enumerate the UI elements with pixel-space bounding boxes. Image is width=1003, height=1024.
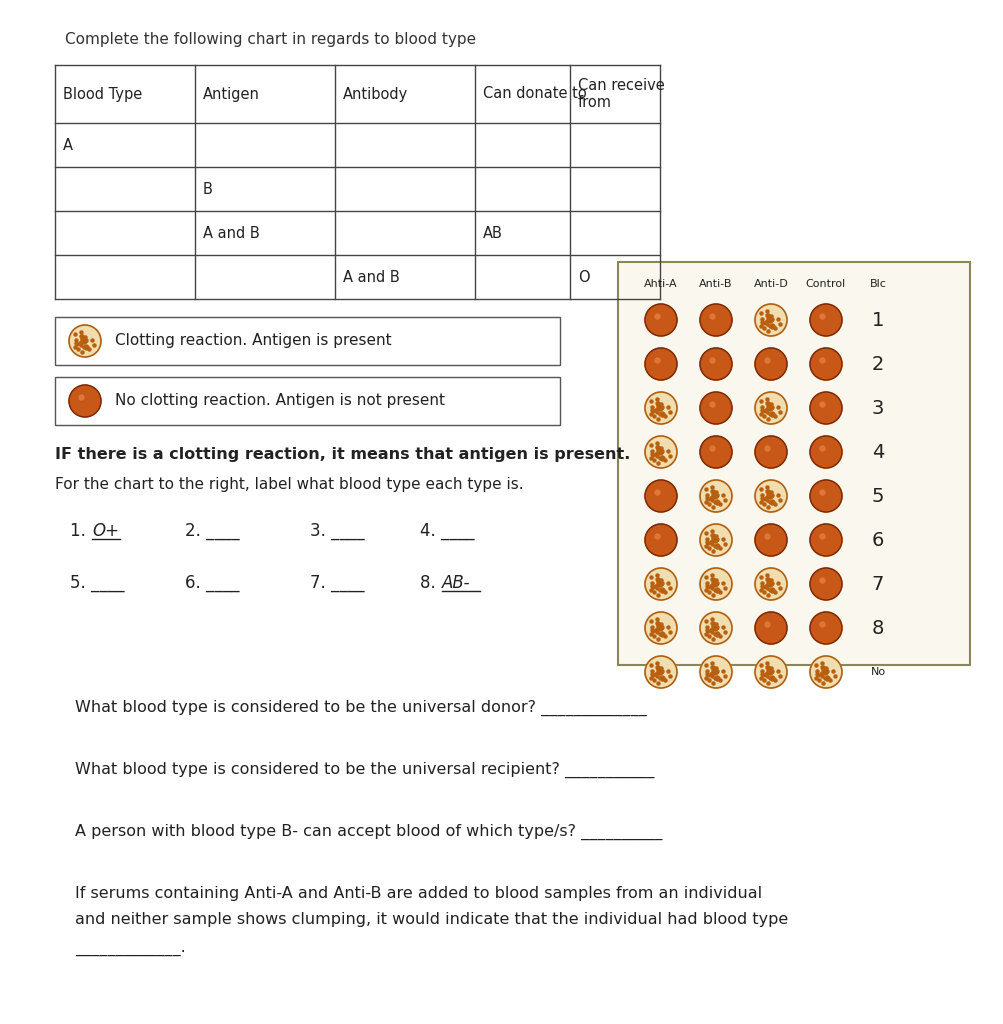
Text: 5. ____: 5. ____: [70, 574, 124, 592]
Text: 8.: 8.: [419, 574, 440, 592]
Circle shape: [69, 385, 101, 417]
Text: IF there is a clotting reaction, it means that antigen is present.: IF there is a clotting reaction, it mean…: [55, 447, 630, 462]
Circle shape: [809, 656, 842, 688]
Circle shape: [644, 568, 676, 600]
Text: 4: 4: [871, 442, 884, 462]
Text: Ahti-A: Ahti-A: [644, 279, 677, 289]
Circle shape: [699, 348, 731, 380]
Text: A: A: [63, 137, 73, 153]
Circle shape: [809, 568, 842, 600]
Bar: [618, 262, 969, 665]
Text: What blood type is considered to be the universal recipient? ___________: What blood type is considered to be the …: [75, 762, 654, 778]
Text: O: O: [578, 269, 589, 285]
Text: Blood Type: Blood Type: [63, 86, 142, 101]
Circle shape: [809, 348, 842, 380]
Text: _____________.: _____________.: [75, 942, 186, 957]
Circle shape: [809, 436, 842, 468]
Circle shape: [809, 304, 842, 336]
Text: A and B: A and B: [203, 225, 260, 241]
Circle shape: [754, 568, 786, 600]
Text: 6. ____: 6. ____: [185, 574, 240, 592]
Text: 1: 1: [871, 310, 884, 330]
Circle shape: [754, 392, 786, 424]
Circle shape: [644, 304, 676, 336]
Text: 2. ____: 2. ____: [185, 522, 240, 540]
Text: 8: 8: [871, 618, 884, 638]
Text: Can receive
from: Can receive from: [578, 78, 664, 111]
Text: Anti-D: Anti-D: [753, 279, 787, 289]
Circle shape: [644, 612, 676, 644]
Circle shape: [809, 524, 842, 556]
Text: 2: 2: [871, 354, 884, 374]
Circle shape: [644, 436, 676, 468]
Circle shape: [699, 612, 731, 644]
Circle shape: [754, 612, 786, 644]
Text: O+: O+: [92, 522, 119, 540]
Text: For the chart to the right, label what blood type each type is.: For the chart to the right, label what b…: [55, 477, 524, 492]
Circle shape: [754, 436, 786, 468]
Circle shape: [699, 480, 731, 512]
Text: Complete the following chart in regards to blood type: Complete the following chart in regards …: [65, 32, 475, 47]
Text: 6: 6: [871, 530, 884, 550]
Text: Clotting reaction. Antigen is present: Clotting reaction. Antigen is present: [115, 334, 391, 348]
Text: A and B: A and B: [343, 269, 399, 285]
Circle shape: [699, 524, 731, 556]
Text: 5: 5: [871, 486, 884, 506]
Circle shape: [699, 436, 731, 468]
Circle shape: [809, 392, 842, 424]
Text: AB: AB: [482, 225, 503, 241]
Text: Blc: Blc: [869, 279, 886, 289]
Circle shape: [754, 656, 786, 688]
Text: A person with blood type B- can accept blood of which type/s? __________: A person with blood type B- can accept b…: [75, 824, 662, 841]
Text: B: B: [203, 181, 213, 197]
Text: No clotting reaction. Antigen is not present: No clotting reaction. Antigen is not pre…: [115, 393, 444, 409]
Text: 7: 7: [871, 574, 884, 594]
Circle shape: [754, 480, 786, 512]
Text: Antibody: Antibody: [343, 86, 408, 101]
Circle shape: [754, 348, 786, 380]
Circle shape: [644, 480, 676, 512]
Text: 3: 3: [871, 398, 884, 418]
Text: If serums containing Anti-A and Anti-B are added to blood samples from an indivi: If serums containing Anti-A and Anti-B a…: [75, 886, 761, 901]
Text: Control: Control: [805, 279, 846, 289]
Text: Antigen: Antigen: [203, 86, 260, 101]
Text: Anti-B: Anti-B: [698, 279, 732, 289]
Circle shape: [699, 568, 731, 600]
Text: What blood type is considered to be the universal donor? _____________: What blood type is considered to be the …: [75, 700, 646, 716]
Text: No: No: [870, 667, 885, 677]
Circle shape: [809, 612, 842, 644]
Text: 3. ____: 3. ____: [310, 522, 364, 540]
Circle shape: [699, 392, 731, 424]
Circle shape: [754, 304, 786, 336]
Circle shape: [644, 656, 676, 688]
Circle shape: [69, 325, 101, 357]
Text: AB-: AB-: [441, 574, 470, 592]
Circle shape: [644, 524, 676, 556]
Bar: [55, 377, 560, 425]
Circle shape: [754, 524, 786, 556]
Text: 4. ____: 4. ____: [419, 522, 474, 540]
Bar: [55, 317, 560, 365]
Text: Can donate to: Can donate to: [482, 86, 586, 101]
Circle shape: [809, 480, 842, 512]
Circle shape: [644, 392, 676, 424]
Circle shape: [644, 348, 676, 380]
Circle shape: [699, 656, 731, 688]
Circle shape: [699, 304, 731, 336]
Text: 1.: 1.: [70, 522, 91, 540]
Text: and neither sample shows clumping, it would indicate that the individual had blo: and neither sample shows clumping, it wo…: [75, 912, 787, 927]
Text: 7. ____: 7. ____: [310, 574, 364, 592]
